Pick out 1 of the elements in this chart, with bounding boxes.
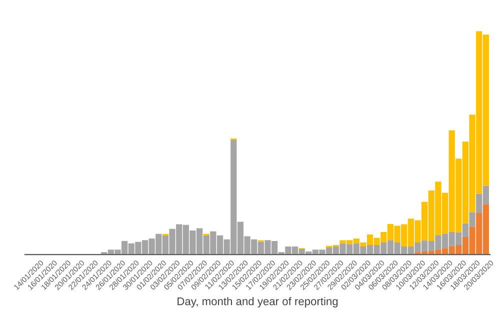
x-axis-title: Day, month and year of reporting: [178, 297, 338, 308]
